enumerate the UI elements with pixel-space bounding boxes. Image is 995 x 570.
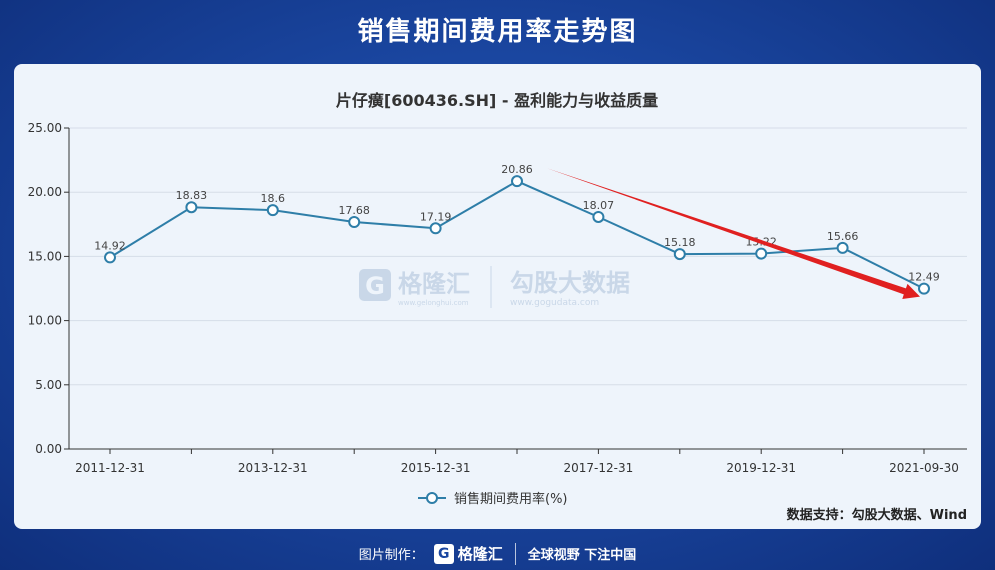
x-tick-label: 2015-12-31 — [401, 461, 471, 475]
data-point — [185, 201, 198, 214]
data-point — [348, 215, 361, 228]
legend[interactable]: 销售期间费用率(%) — [418, 491, 568, 507]
x-tick-label: 2019-12-31 — [726, 461, 796, 475]
data-point — [511, 175, 523, 188]
data-point — [104, 251, 116, 264]
banner-title: 销售期间费用率走势图 — [357, 16, 638, 47]
data-label: 18.6 — [261, 192, 286, 205]
data-label: 15.66 — [827, 230, 859, 243]
watermark: G 格隆汇 www.gelonghui.com 勾股大数据 www.goguda… — [359, 266, 630, 308]
data-point — [836, 241, 849, 254]
grid-lines — [69, 127, 967, 386]
trend-arrow — [547, 168, 920, 299]
y-tick-label: 10.00 — [28, 314, 62, 328]
line-chart: 片仔癀[600436.SH] - 盈利能力与收益质量 G 格隆汇 www.gel… — [28, 91, 967, 523]
data-point — [592, 210, 605, 223]
page-banner: 销售期间费用率走势图 — [0, 0, 995, 58]
legend-marker-icon — [426, 492, 438, 504]
footer-slogan: 全球视野 下注中国 — [527, 548, 637, 563]
gelonghui-logo-icon: G — [433, 543, 454, 564]
footer: 图片制作： G 格隆汇 全球视野 下注中国 — [0, 537, 995, 570]
data-point — [918, 282, 930, 295]
trend-arrow-shape — [547, 168, 920, 299]
chart-card: 片仔癀[600436.SH] - 盈利能力与收益质量 G 格隆汇 www.gel… — [14, 64, 981, 529]
data-label: 18.83 — [176, 189, 208, 202]
data-source: 数据支持：勾股大数据、Wind — [787, 507, 967, 523]
watermark-logo-letter: G — [365, 272, 385, 300]
data-point — [429, 222, 442, 235]
watermark-brand-2: 勾股大数据 — [510, 269, 630, 297]
data-point — [673, 248, 686, 261]
data-label: 12.49 — [908, 271, 940, 284]
watermark-site-1: www.gelonghui.com — [398, 299, 469, 307]
x-tick-label: 2021-09-30 — [889, 461, 959, 475]
data-label: 18.07 — [583, 199, 615, 212]
data-label: 17.68 — [338, 204, 370, 217]
watermark-site-2: www.gogudata.com — [510, 298, 599, 308]
y-tick-label: 5.00 — [35, 378, 62, 392]
watermark-logo-icon — [359, 269, 391, 301]
legend-label: 销售期间费用率(%) — [454, 491, 568, 507]
data-label: 17.19 — [420, 210, 452, 223]
x-tick-label: 2011-12-31 — [75, 461, 145, 475]
footer-divider — [514, 542, 516, 565]
chart-title: 片仔癀[600436.SH] - 盈利能力与收益质量 — [336, 91, 658, 110]
data-point — [266, 204, 279, 217]
data-label: 14.92 — [94, 239, 126, 252]
data-label: 20.86 — [501, 163, 533, 176]
y-tick-label: 15.00 — [28, 249, 62, 263]
y-tick-label: 25.00 — [28, 121, 62, 135]
y-tick-label: 0.00 — [35, 442, 62, 456]
y-tick-label: 20.00 — [28, 185, 62, 199]
x-tick-label: 2017-12-31 — [564, 461, 634, 475]
axes: 0.00 5.00 10.00 15.00 20.00 25.00 2011-12-31 20… — [28, 121, 967, 475]
x-tick-label: 2013-12-31 — [238, 461, 308, 475]
watermark-brand-1: 格隆汇 — [398, 270, 470, 298]
data-point — [755, 247, 768, 260]
footer-credit: 图片制作： — [358, 548, 424, 563]
footer-brand: 格隆汇 — [457, 545, 503, 563]
data-label: 15.18 — [664, 236, 696, 249]
